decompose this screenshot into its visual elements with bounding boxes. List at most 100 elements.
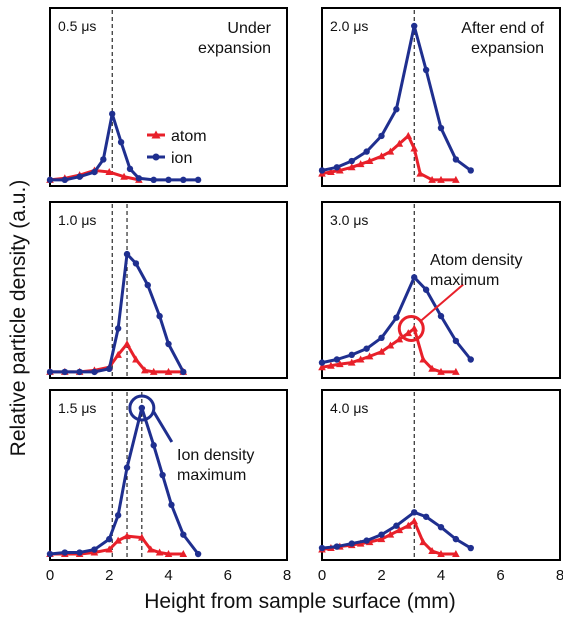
atom-point xyxy=(452,550,460,558)
atom-point xyxy=(365,157,374,165)
ion-point xyxy=(452,156,460,163)
ion-point xyxy=(106,535,113,543)
ion-point xyxy=(411,274,418,281)
ion-point xyxy=(363,345,370,352)
ion-point xyxy=(422,513,430,520)
atom-max-label: Atom density xyxy=(430,252,522,269)
panel-5: 1.5 μs 0 2 4 6 8 xyxy=(46,389,291,584)
ion-point xyxy=(333,356,341,363)
atom-point xyxy=(105,168,114,176)
panel-frame xyxy=(321,201,561,379)
atom-point xyxy=(395,335,404,343)
ion-point xyxy=(46,550,54,558)
panels-layer: 0.5 μs Under expansion 2.0 μs After end of ex… xyxy=(46,7,563,584)
atom-point xyxy=(452,175,460,183)
ion-point xyxy=(61,368,69,376)
atom-point xyxy=(164,550,173,558)
atom-point xyxy=(356,160,365,168)
atom-max-circle xyxy=(397,315,425,342)
legend-label: atom xyxy=(171,128,207,145)
ion-point xyxy=(422,286,430,293)
ion-point xyxy=(318,359,326,366)
panel-frame xyxy=(321,389,561,561)
atom-point xyxy=(123,532,131,540)
legend-marker-atom xyxy=(151,130,161,139)
ion-max-annotation: Ion density maximum xyxy=(128,394,254,484)
panel-time-label: 1.0 μs xyxy=(58,212,96,228)
ion-point xyxy=(422,66,430,74)
panel-time-label: 2.0 μs xyxy=(330,18,368,34)
ion-point xyxy=(100,156,107,163)
atom-point xyxy=(437,550,445,558)
ion-point xyxy=(452,337,460,345)
atom-point xyxy=(318,363,326,371)
atom-point xyxy=(419,355,427,363)
atom-point xyxy=(386,530,395,538)
atom-point xyxy=(377,535,386,543)
panel-4: 3.0 μs xyxy=(318,201,561,379)
atom-point xyxy=(138,533,146,541)
atom-point xyxy=(428,547,436,555)
atom-point xyxy=(114,350,122,358)
atom-point xyxy=(428,175,436,183)
ion-point xyxy=(61,176,69,184)
panel-2: 2.0 μs After end of expansion xyxy=(318,7,561,187)
atom-point xyxy=(356,355,365,363)
atom-point xyxy=(404,329,413,337)
ion-point xyxy=(156,312,163,320)
panel-frame xyxy=(321,7,561,187)
ion-max-label: maximum xyxy=(177,467,246,484)
atom-point xyxy=(114,536,122,544)
ion-point xyxy=(165,340,172,348)
ion-point xyxy=(165,176,172,184)
ion-point xyxy=(123,250,131,258)
atom-point xyxy=(132,355,140,363)
ion-point xyxy=(135,175,143,182)
atom-point xyxy=(452,367,460,375)
atom-point xyxy=(386,147,395,155)
ion-point xyxy=(318,544,326,552)
atom-point xyxy=(377,347,386,355)
legend-marker-ion xyxy=(152,153,160,161)
atom-point xyxy=(164,367,173,375)
ion-series-line xyxy=(50,112,199,182)
atom-max-pointer xyxy=(420,283,464,322)
panel-note-line: expansion xyxy=(471,40,544,57)
ion-max-pointer xyxy=(152,411,174,443)
atom-point xyxy=(410,517,419,525)
ion-point xyxy=(46,176,54,184)
atom-point xyxy=(377,152,386,160)
atom-point xyxy=(404,131,413,139)
ion-max-circle xyxy=(128,394,156,422)
ion-point xyxy=(452,535,460,543)
ion-point xyxy=(467,544,474,552)
ion-point xyxy=(348,540,355,547)
ion-point xyxy=(194,176,202,184)
ion-point xyxy=(76,549,83,556)
panel-time-label: 3.0 μs xyxy=(330,212,368,228)
ion-point xyxy=(180,368,187,376)
ion-point xyxy=(363,148,370,155)
ion-point xyxy=(467,167,474,174)
panel-frame xyxy=(49,389,288,561)
ion-point xyxy=(180,176,187,184)
panel-note-line: expansion xyxy=(198,40,271,57)
ion-point xyxy=(467,356,474,363)
x-tick-label: 2 xyxy=(105,567,113,584)
x-tick-label: 6 xyxy=(224,567,232,584)
panel-note-line: After end of xyxy=(461,20,544,37)
ion-point xyxy=(144,281,151,289)
atom-max-annotation: Atom density maximum xyxy=(397,252,522,342)
atom-point xyxy=(428,364,436,372)
ion-point xyxy=(393,314,400,321)
x-tick-label: 6 xyxy=(496,567,504,584)
ion-point xyxy=(318,167,326,174)
ion-point xyxy=(150,176,157,184)
ion-point xyxy=(109,110,116,118)
ion-point xyxy=(437,524,445,531)
panel-frame xyxy=(49,201,288,379)
x-tick-label: 4 xyxy=(164,567,172,584)
panel-3: 1.0 μs xyxy=(46,201,288,379)
ion-point xyxy=(150,442,157,449)
ion-point xyxy=(180,531,187,538)
